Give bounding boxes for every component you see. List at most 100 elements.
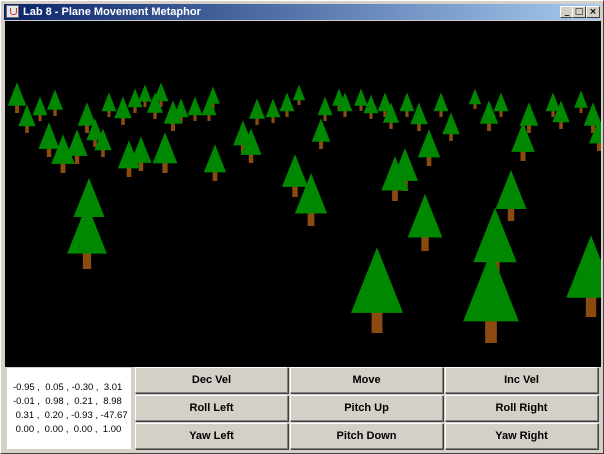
tree-trunk — [107, 109, 111, 117]
pine-tree — [574, 90, 588, 113]
tree-foliage — [240, 128, 262, 155]
tree-trunk — [297, 98, 301, 105]
tree-foliage — [265, 98, 281, 118]
tree-foliage — [18, 104, 36, 127]
tree-trunk — [133, 105, 137, 113]
inc-vel-button[interactable]: Inc Vel — [445, 367, 598, 393]
tree-foliage — [117, 140, 141, 169]
tree-trunk — [193, 113, 197, 121]
tree-foliage — [86, 118, 104, 141]
tree-foliage — [163, 100, 183, 124]
tree-foliage — [473, 207, 517, 263]
yaw-left-button[interactable]: Yaw Left — [135, 423, 288, 449]
tree-foliage — [519, 102, 539, 126]
pine-tree — [7, 82, 27, 113]
pine-tree — [566, 235, 601, 317]
pine-tree — [138, 84, 152, 107]
tree-foliage — [281, 154, 309, 187]
tree-foliage — [248, 98, 266, 119]
tree-foliage — [381, 156, 409, 191]
matrix-row-1: -0.95 , 0.05 , -0.30 , 3.01 — [13, 382, 123, 393]
pitch-up-button[interactable]: Pitch Up — [290, 395, 443, 421]
pine-tree — [511, 122, 535, 161]
transform-matrix-panel: -0.95 , 0.05 , -0.30 , 3.01 -0.01 , 0.98… — [7, 368, 131, 449]
tree-trunk — [585, 291, 597, 317]
tree-trunk — [369, 111, 373, 119]
pine-tree — [410, 102, 428, 131]
tree-foliage — [493, 92, 509, 112]
pine-tree — [187, 96, 203, 121]
tree-trunk — [371, 306, 383, 333]
pine-tree — [399, 92, 415, 117]
yaw-right-button[interactable]: Yaw Right — [445, 423, 598, 449]
tree-trunk — [527, 123, 531, 133]
tree-foliage — [433, 92, 449, 112]
tree-trunk — [405, 109, 409, 117]
tree-trunk — [121, 116, 125, 125]
maximize-button[interactable]: □ — [572, 6, 586, 18]
tree-trunk — [74, 153, 80, 164]
tree-foliage — [294, 172, 328, 214]
pine-tree — [311, 118, 331, 149]
tree-trunk — [153, 110, 157, 119]
tree-trunk — [383, 109, 387, 117]
tree-foliage — [574, 90, 588, 108]
dec-vel-button[interactable]: Dec Vel — [135, 367, 288, 393]
pine-tree — [583, 102, 601, 133]
pine-tree — [101, 92, 117, 117]
tree-foliage — [32, 96, 48, 116]
tree-foliage — [463, 251, 519, 322]
pitch-down-button[interactable]: Pitch Down — [290, 423, 443, 449]
tree-foliage — [38, 122, 60, 149]
tree-foliage — [442, 112, 460, 135]
pine-tree — [442, 112, 460, 141]
tree-foliage — [51, 134, 75, 164]
pine-tree — [281, 154, 309, 197]
tree-foliage — [410, 102, 428, 125]
pine-tree — [146, 92, 164, 119]
tree-foliage — [337, 92, 353, 112]
pine-tree — [552, 100, 570, 129]
tree-trunk — [46, 146, 52, 157]
pine-tree — [350, 247, 404, 333]
pine-tree — [377, 92, 393, 117]
tree-trunk — [255, 116, 259, 125]
pine-tree — [153, 82, 169, 107]
tree-foliage — [545, 92, 561, 112]
tree-foliage — [203, 144, 227, 173]
tree-trunk — [551, 109, 555, 117]
close-button[interactable]: × — [586, 6, 600, 18]
pine-tree — [589, 118, 601, 151]
pine-tree — [130, 136, 152, 171]
3d-forest-viewport[interactable] — [5, 21, 601, 367]
matrix-row-4: 0.00 , 0.00 , 0.00 , 1.00 — [13, 424, 122, 435]
tree-foliage — [399, 92, 415, 112]
title-bar[interactable]: Lab 8 - Plane Movement Metaphor _ □ × — [4, 4, 600, 20]
pine-tree — [433, 92, 449, 117]
tree-foliage — [153, 82, 169, 102]
pine-tree — [265, 98, 281, 123]
tree-trunk — [53, 107, 57, 116]
tree-foliage — [382, 102, 400, 123]
pine-tree — [545, 92, 561, 117]
pine-tree — [114, 96, 132, 125]
tree-trunk — [417, 122, 421, 131]
tree-foliage — [511, 122, 535, 152]
tree-trunk — [162, 160, 168, 173]
tree-trunk — [143, 99, 147, 107]
pine-tree — [51, 134, 75, 173]
move-button[interactable]: Move — [290, 367, 443, 393]
roll-left-button[interactable]: Roll Left — [135, 395, 288, 421]
pine-tree — [67, 203, 107, 269]
roll-right-button[interactable]: Roll Right — [445, 395, 598, 421]
pine-tree — [117, 140, 141, 177]
pine-tree — [94, 128, 112, 157]
tree-foliage — [479, 100, 499, 124]
tree-foliage — [187, 96, 203, 116]
tree-trunk — [171, 121, 175, 131]
pine-tree — [407, 193, 443, 251]
tree-trunk — [591, 123, 595, 133]
pine-tree — [463, 251, 519, 343]
window-title: Lab 8 - Plane Movement Metaphor — [23, 6, 201, 18]
